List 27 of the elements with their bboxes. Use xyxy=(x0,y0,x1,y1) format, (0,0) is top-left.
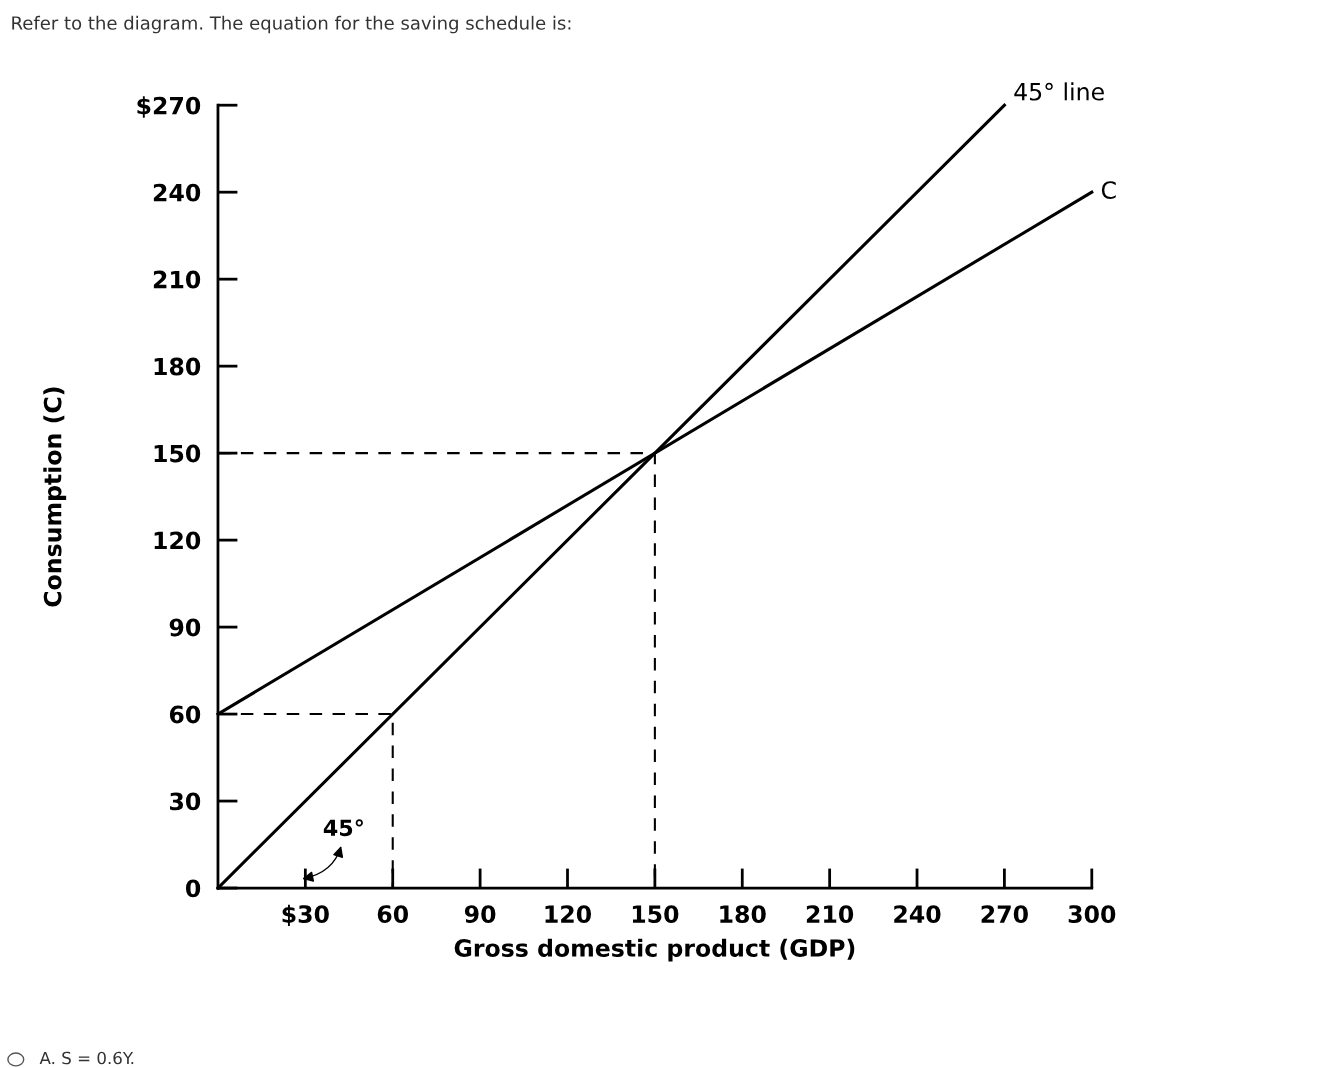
y-axis-title: Consumption (C) xyxy=(43,387,67,607)
chart-title: Refer to the diagram. The equation for the saving schedule is: xyxy=(12,15,571,34)
x-tick-label: 210 xyxy=(806,905,854,923)
x-tick-label: 270 xyxy=(981,905,1028,923)
y-tick-label: 150 xyxy=(154,444,201,463)
annotation: 45° xyxy=(323,819,363,837)
x-axis-title: Gross domestic product (GDP) xyxy=(454,938,855,962)
x-tick-label: 300 xyxy=(1068,905,1116,923)
y-tick-label: 30 xyxy=(170,792,201,811)
x-tick-label: 240 xyxy=(894,905,941,923)
x-tick-label: 150 xyxy=(632,905,679,923)
y-tick-label: 90 xyxy=(169,618,201,637)
x-tick-label: $30 xyxy=(282,904,329,927)
y-tick-label: 60 xyxy=(169,705,201,724)
series-label: C xyxy=(1101,181,1116,200)
y-tick-label: 120 xyxy=(154,531,201,550)
y-tick-label: $270 xyxy=(137,96,201,118)
y-tick-label: 210 xyxy=(153,270,201,289)
y-tick-label: 0 xyxy=(186,879,201,898)
x-tick-label: 90 xyxy=(464,905,496,923)
text: A. S = 0.6Y. xyxy=(39,1051,134,1065)
x-tick-label: 60 xyxy=(377,905,409,923)
x-tick-label: 120 xyxy=(545,905,592,923)
y-tick-label: 180 xyxy=(154,357,201,376)
series-label: 45° line xyxy=(1014,82,1104,101)
y-tick-label: 240 xyxy=(153,183,201,202)
x-tick-label: 180 xyxy=(720,905,766,923)
